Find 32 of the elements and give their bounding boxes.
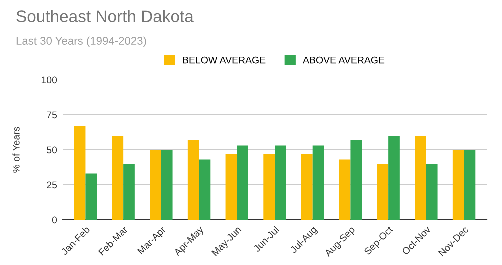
- y-axis-title: % of Years: [12, 127, 20, 173]
- bar: [312, 146, 324, 220]
- y-tick-label: 100: [42, 76, 58, 84]
- chart-title: Southeast North Dakota: [16, 10, 194, 22]
- bar: [74, 126, 86, 220]
- bar: [426, 164, 438, 220]
- chart-subtitle: Last 30 Years (1994-2023): [16, 36, 146, 48]
- bar: [388, 136, 400, 220]
- bar: [264, 154, 275, 220]
- legend-label: BELOW AVERAGE: [183, 56, 266, 64]
- y-tick-label: 50: [47, 146, 58, 154]
- bar: [112, 136, 124, 220]
- bar: [226, 154, 238, 220]
- bar: [275, 146, 286, 220]
- bar: [452, 150, 464, 220]
- bar: [302, 154, 313, 220]
- legend-label: ABOVE AVERAGE: [303, 56, 385, 64]
- bar: [415, 136, 426, 220]
- y-tick-label: 25: [47, 182, 58, 189]
- y-tick-label: 75: [47, 112, 58, 119]
- bar: [377, 164, 389, 220]
- bar: [464, 150, 476, 220]
- bar: [339, 160, 351, 220]
- bar: [150, 150, 162, 220]
- bar: [124, 164, 135, 220]
- bar: [188, 140, 200, 220]
- bar: [350, 140, 362, 220]
- y-tick-label: 0: [52, 216, 58, 224]
- bar: [199, 160, 211, 220]
- bar: [237, 146, 248, 220]
- bar: [86, 174, 98, 220]
- bar: [161, 150, 173, 220]
